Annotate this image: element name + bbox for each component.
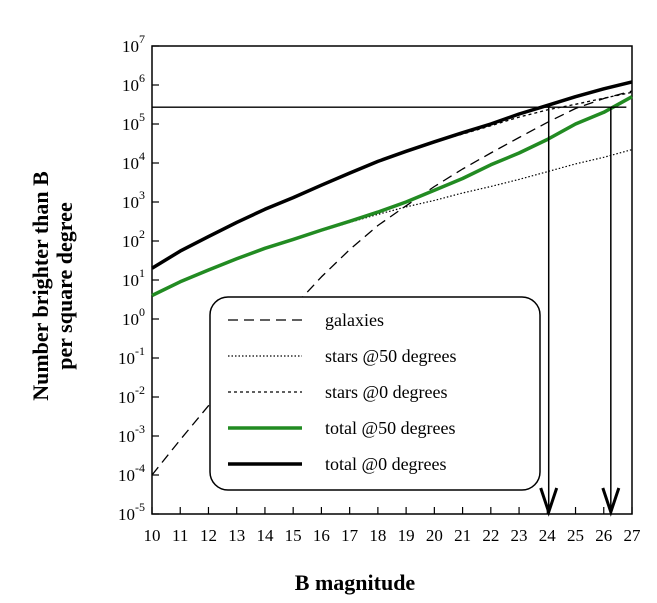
- x-tick-label: 23: [511, 526, 528, 545]
- series-line-galaxies: [151, 90, 633, 476]
- y-tick-label: 10-5: [118, 500, 145, 524]
- x-tick-label: 20: [426, 526, 443, 545]
- x-tick-label: 18: [369, 526, 386, 545]
- x-tick-label: 15: [285, 526, 302, 545]
- x-tick-label: 10: [144, 526, 161, 545]
- y-tick-label: 106: [122, 71, 145, 95]
- legend-label: stars @50 degrees: [325, 346, 457, 366]
- legend-label: total @0 degrees: [325, 454, 447, 474]
- x-axis-title: B magnitude: [295, 570, 416, 595]
- x-tick-label: 21: [454, 526, 471, 545]
- series-line-total-50-degrees: [151, 95, 633, 298]
- y-tick-label: 10-1: [118, 344, 145, 368]
- series-line-stars-0-degrees: [151, 91, 633, 269]
- y-axis-title-line-1: Number brighter than B: [28, 171, 53, 401]
- series-layer: [151, 80, 633, 476]
- y-tick-label: 10-3: [118, 422, 145, 446]
- y-axis: 10-5 10-4 10-3 10-2 10-1 100 101 102 103 104 105 10…: [118, 32, 159, 524]
- x-tick-label: 22: [482, 526, 499, 545]
- x-tick-label: 12: [200, 526, 217, 545]
- y-tick-label: 107: [122, 32, 145, 56]
- reference-lines: [152, 106, 627, 517]
- series-line-total-0-degrees: [151, 80, 633, 270]
- x-tick-label: 26: [595, 526, 612, 545]
- y-tick-label: 10-2: [118, 383, 145, 407]
- series-line-stars-50-degrees: [151, 149, 633, 297]
- y-tick-label: 103: [122, 188, 145, 212]
- reference-arrow-head: [601, 487, 621, 517]
- legend-label: galaxies: [325, 310, 384, 330]
- y-tick-label: 102: [122, 227, 145, 251]
- x-tick-label: 25: [567, 526, 584, 545]
- y-tick-label: 100: [122, 305, 145, 329]
- y-tick-label: 104: [122, 149, 145, 173]
- x-axis: 10 11 12 13 14 15 16 17 18 19 20 21 22 23 24 25 26 27: [144, 507, 642, 545]
- reference-arrow-head: [539, 487, 559, 517]
- x-tick-label: 19: [398, 526, 415, 545]
- legend: galaxies stars @50 degrees stars @0 degree…: [209, 296, 541, 491]
- legend-label: stars @0 degrees: [325, 382, 448, 402]
- x-tick-label: 11: [172, 526, 188, 545]
- y-tick-label: 105: [122, 110, 145, 134]
- x-tick-label: 17: [341, 526, 359, 545]
- legend-label: total @50 degrees: [325, 418, 456, 438]
- y-axis-title-line-2: per square degree: [52, 202, 77, 370]
- y-tick-label: 101: [122, 266, 145, 290]
- x-tick-label: 13: [228, 526, 245, 545]
- x-tick-label: 16: [313, 526, 330, 545]
- x-tick-label: 24: [539, 526, 557, 545]
- x-tick-label: 27: [624, 526, 642, 545]
- legend-box: [209, 296, 541, 491]
- y-tick-label: 10-4: [118, 461, 145, 485]
- x-tick-label: 14: [256, 526, 274, 545]
- y-axis-title: Number brighter than B per square degree: [28, 171, 77, 401]
